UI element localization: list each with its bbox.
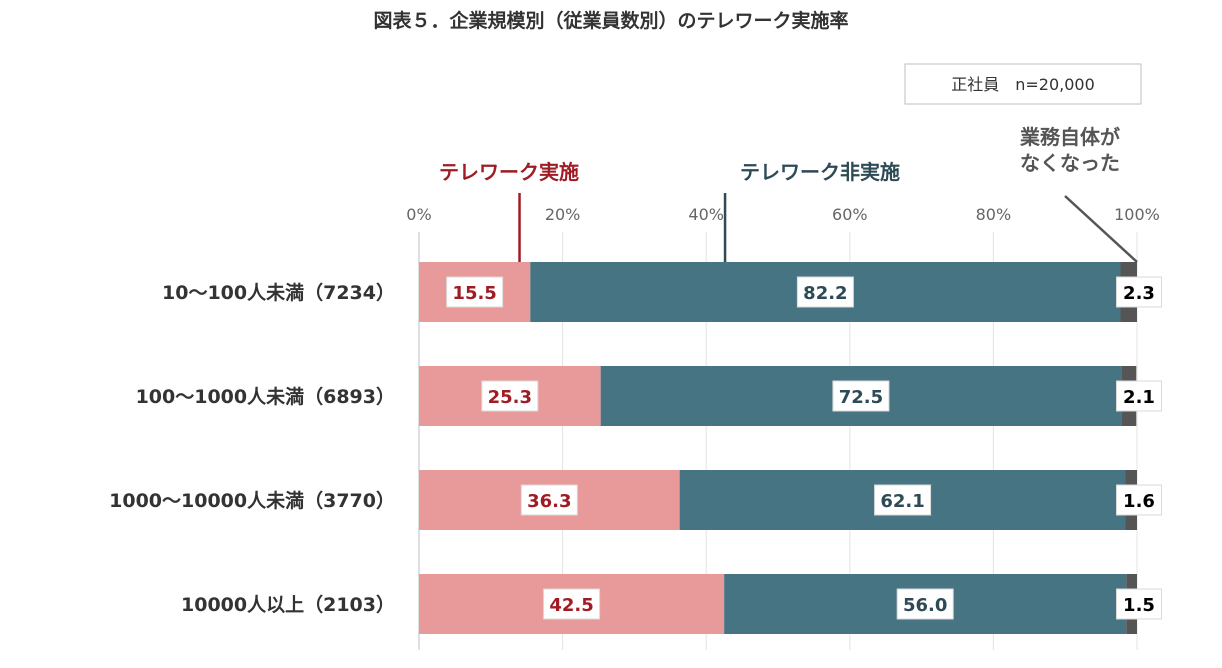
data-label-box: [1116, 484, 1162, 516]
data-label: 25.3: [488, 387, 532, 408]
bars: 15.5 82.2 2.3 25.3 72.5 2.1 36.3 62.1 1.6 42.5 56.…: [419, 262, 1162, 634]
x-axis-ticks: 0% 20% 40% 60% 80% 100%: [406, 205, 1160, 224]
data-label-box: [796, 276, 854, 308]
data-label: 62.1: [880, 491, 924, 512]
data-label-box: [832, 380, 890, 412]
sample-note: 正社員 n=20,000: [951, 75, 1095, 94]
data-label: 15.5: [452, 283, 496, 304]
data-label-box: [446, 276, 504, 308]
x-tick-label: 20%: [545, 205, 581, 224]
x-tick-label: 0%: [406, 205, 431, 224]
data-label-box: [1116, 276, 1162, 308]
data-label-box: [1116, 380, 1162, 412]
x-tick-label: 80%: [976, 205, 1012, 224]
data-label: 72.5: [839, 387, 883, 408]
data-label-box: [874, 484, 932, 516]
legend-entry: 業務自体がなくなった: [1020, 125, 1120, 175]
data-label-box: [520, 484, 578, 516]
legend-entry: テレワーク非実施: [740, 160, 900, 184]
data-label: 42.5: [549, 595, 593, 616]
data-label: 36.3: [527, 491, 571, 512]
chart-title: 図表５．企業規模別（従業員数別）のテレワーク実施率: [373, 9, 848, 32]
data-label-box: [543, 588, 601, 620]
x-tick-label: 100%: [1114, 205, 1160, 224]
data-label: 1.6: [1123, 491, 1155, 512]
data-label: 1.5: [1123, 595, 1155, 616]
data-label-box: [896, 588, 954, 620]
data-label: 2.3: [1123, 283, 1155, 304]
legend-pointer: [1064, 195, 1138, 263]
data-label: 2.1: [1123, 387, 1155, 408]
category-label: 100～1000人未満（6893）: [136, 385, 395, 408]
legend: テレワーク実施 テレワーク非実施 業務自体がなくなった: [439, 125, 1138, 263]
category-label: 10～100人未満（7234）: [162, 281, 395, 304]
data-label-box: [481, 380, 539, 412]
data-label: 56.0: [903, 595, 947, 616]
x-tick-label: 40%: [688, 205, 724, 224]
sample-note-box: [904, 63, 1142, 105]
data-label-box: [1116, 588, 1162, 620]
category-label: 10000人以上（2103）: [181, 593, 395, 616]
legend-entry: テレワーク実施: [439, 160, 579, 184]
data-label: 82.2: [803, 283, 847, 304]
category-label: 1000～10000人未満（3770）: [109, 489, 395, 512]
x-tick-label: 60%: [832, 205, 868, 224]
category-labels: 10～100人未満（7234） 100～1000人未満（6893） 1000～100…: [109, 281, 395, 616]
